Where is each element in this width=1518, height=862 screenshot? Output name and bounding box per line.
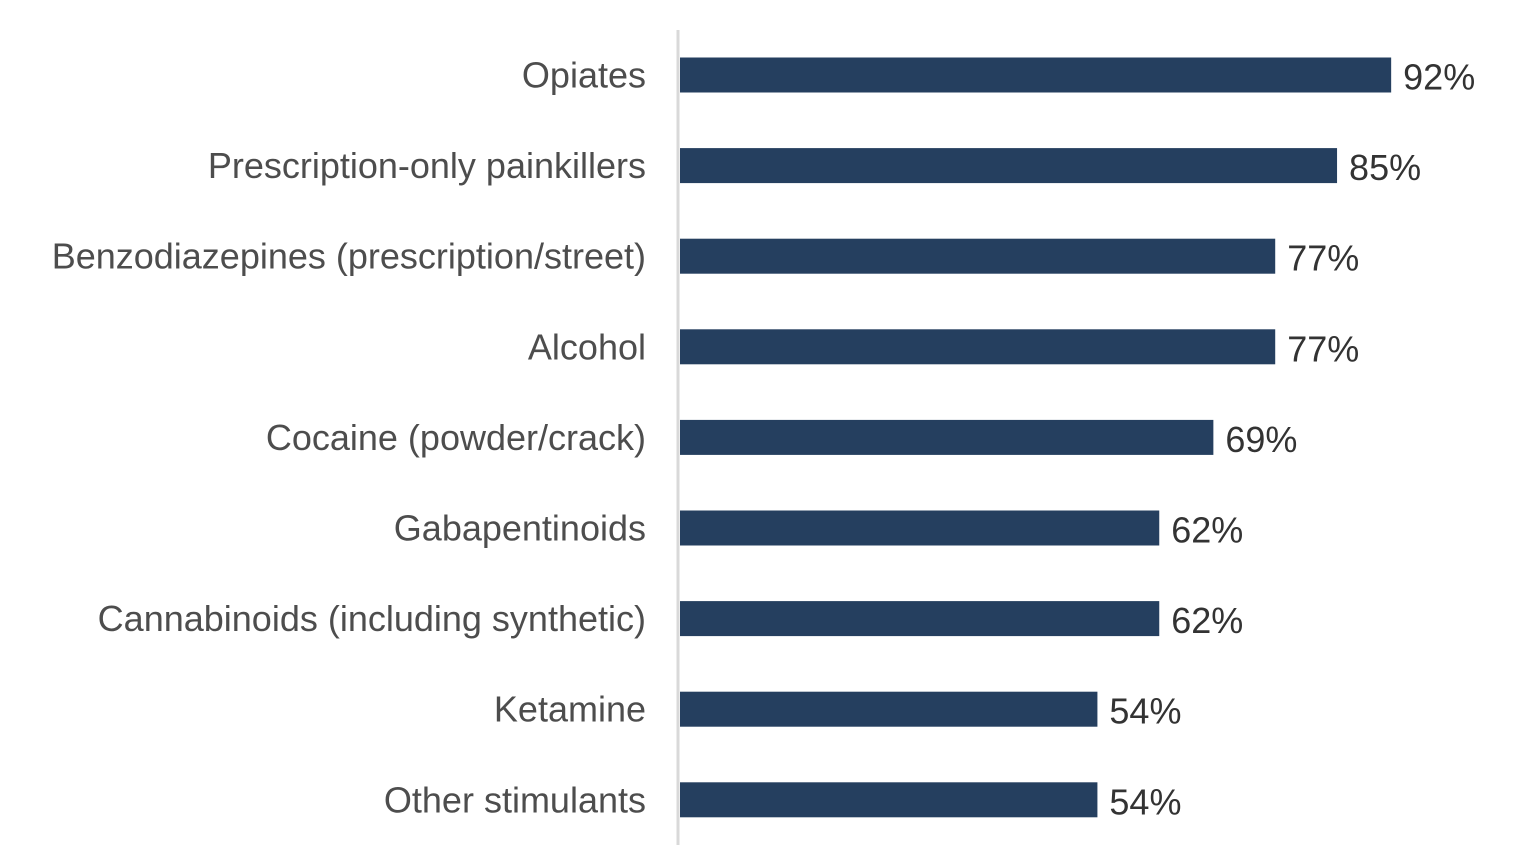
bar [680, 57, 1392, 93]
category-label: Benzodiazepines (prescription/street) [52, 236, 646, 277]
data-label: 77% [1287, 238, 1359, 279]
category-labels: Opiates Prescription-only painkillers Benz… [52, 55, 646, 821]
data-label: 54% [1109, 781, 1181, 822]
data-label: 92% [1403, 57, 1475, 98]
category-label: Prescription-only painkillers [208, 145, 646, 186]
bar [680, 510, 1160, 546]
value-labels: 92% 85% 77% 77% 69% 62% 62% 54% 54% [1109, 57, 1475, 823]
category-label: Ketamine [494, 689, 646, 730]
category-label: Gabapentinoids [394, 508, 646, 549]
category-label: Cocaine (powder/crack) [266, 417, 646, 458]
bars-group [680, 57, 1392, 818]
bar [680, 691, 1098, 727]
bar [680, 148, 1338, 184]
data-label: 69% [1225, 419, 1297, 460]
data-label: 62% [1171, 510, 1243, 551]
category-label: Other stimulants [384, 779, 646, 820]
bar [680, 238, 1276, 274]
data-label: 62% [1171, 600, 1243, 641]
data-label: 77% [1287, 328, 1359, 369]
bar [680, 329, 1276, 365]
category-label: Opiates [522, 55, 646, 96]
category-label: Cannabinoids (including synthetic) [98, 598, 646, 639]
bar [680, 782, 1098, 818]
data-label: 54% [1109, 691, 1181, 732]
bar [680, 601, 1160, 637]
data-label: 85% [1349, 147, 1421, 188]
bar [680, 419, 1214, 455]
category-label: Alcohol [528, 326, 646, 367]
